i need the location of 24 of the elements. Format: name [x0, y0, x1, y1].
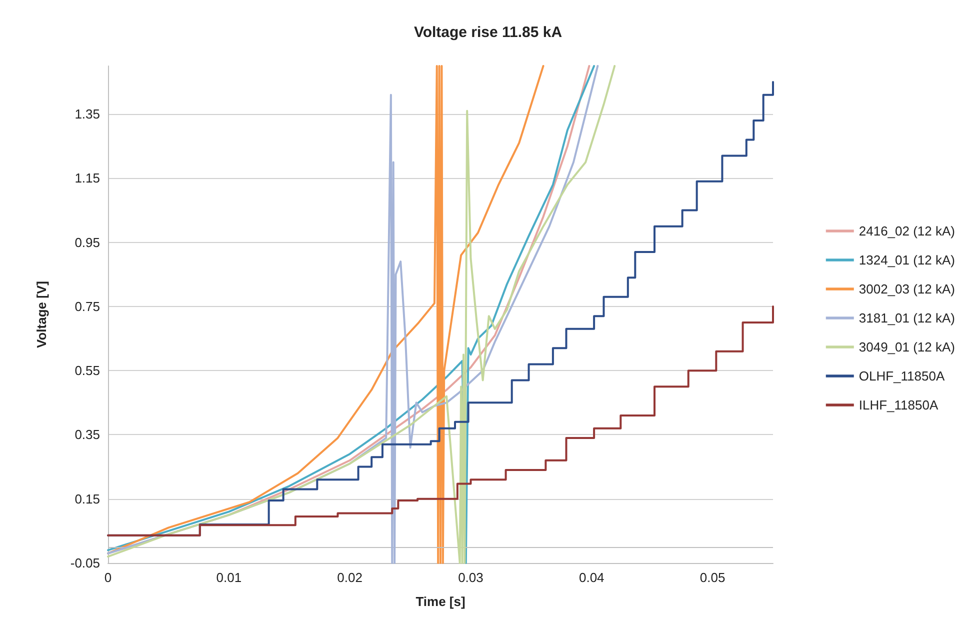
legend-label: 1324_01 (12 kA) [858, 252, 955, 268]
y-tick-label: 0.55 [74, 363, 100, 378]
x-tick-label: 0.05 [700, 570, 726, 585]
y-axis-title: Voltage [V] [34, 281, 49, 348]
y-tick-label: 0.75 [74, 298, 100, 314]
y-tick-label: 1.15 [74, 170, 100, 186]
legend-label: 3181_01 (12 kA) [858, 310, 955, 326]
x-axis-title: Time [s] [416, 594, 466, 609]
x-tick-label: 0.04 [578, 570, 604, 585]
y-tick-label: 0.15 [74, 491, 100, 506]
legend-label: 3002_03 (12 kA) [858, 282, 955, 296]
x-tick-label: 0 [104, 570, 112, 585]
x-tick-label: 0.03 [458, 570, 484, 585]
chart-title: Voltage rise 11.85 kA [414, 24, 562, 41]
y-tick-label: 1.35 [74, 106, 100, 122]
legend-label: 3049_01 (12 kA) [858, 340, 955, 354]
y-tick-label: -0.05 [70, 556, 100, 570]
x-tick-label: 0.02 [337, 570, 362, 585]
legend-label: OLHF_11850A [858, 368, 945, 384]
x-tick-label: 0.01 [216, 570, 242, 585]
y-tick-label: 0.35 [74, 427, 100, 442]
legend-label: ILHF_11850A [858, 398, 938, 412]
y-tick-label: 0.95 [74, 234, 100, 250]
legend-label: 2416_02 (12 kA) [858, 224, 955, 238]
